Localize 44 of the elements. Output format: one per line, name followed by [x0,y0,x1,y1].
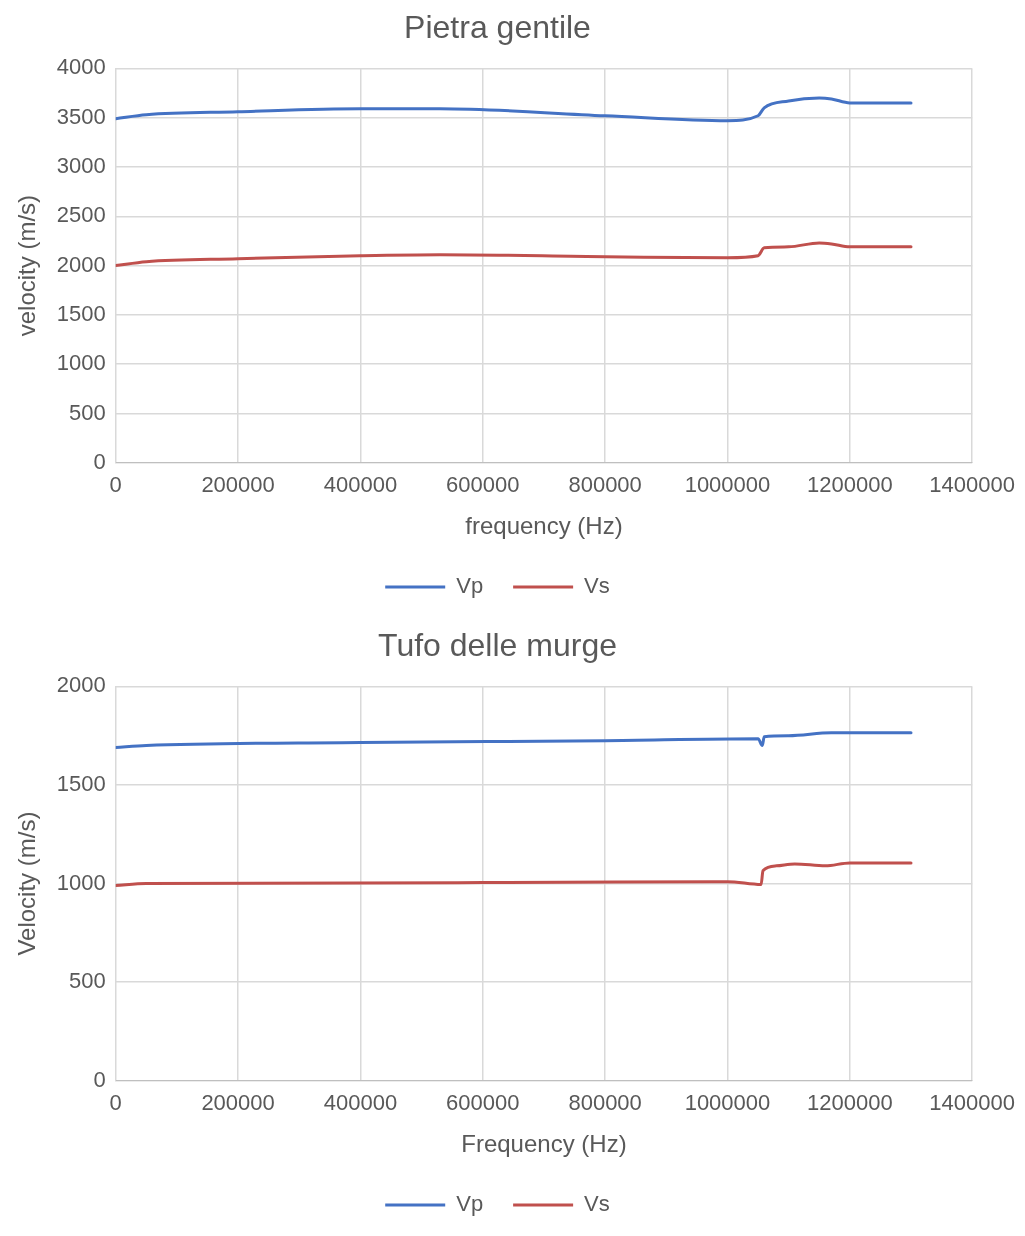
y-tick-label: 0 [93,448,106,474]
x-tick-label: 1000000 [684,1090,771,1116]
legend-label: Vp [456,1191,484,1217]
x-tick-label: 1400000 [929,1090,1015,1116]
y-tick-label: 500 [69,968,106,994]
x-tick-label: 200000 [201,472,275,498]
y-tick-label: 3000 [56,153,106,179]
x-tick-label: 200000 [201,1090,275,1116]
y-axis-title: Velocity (m/s) [13,811,41,956]
y-tick-label: 3500 [56,103,106,129]
x-tick-label: 1000000 [684,472,771,498]
x-tick-label: 0 [109,472,122,498]
y-tick-label: 0 [93,1066,106,1092]
line-series [115,731,913,750]
x-tick-label: 600000 [446,472,520,498]
chart-title: Pietra gentile [404,9,591,46]
y-tick-label: 4000 [56,54,106,80]
chart-title: Tufo delle murge [378,627,617,664]
x-axis-title: Frequency (Hz) [461,1130,627,1158]
x-axis-title: frequency (Hz) [465,512,623,540]
line-series [115,241,913,268]
x-tick-label: 1200000 [807,1090,893,1116]
x-tick-label: 800000 [568,472,642,498]
line-series [115,96,913,123]
x-tick-label: 0 [109,1090,122,1116]
legend-label: Vs [584,573,610,599]
y-tick-label: 1000 [56,350,106,376]
x-tick-label: 400000 [323,472,398,498]
x-tick-label: 800000 [568,1090,642,1116]
legend-label: Vs [584,1191,610,1217]
x-tick-label: 1200000 [807,472,893,498]
y-tick-label: 2000 [56,251,106,277]
legend-label: Vp [456,573,484,599]
y-tick-label: 1000 [56,869,106,895]
y-tick-label: 1500 [56,300,106,326]
y-axis-title: velocity (m/s) [13,194,41,337]
y-tick-label: 2500 [56,202,106,228]
x-tick-label: 400000 [323,1090,398,1116]
x-tick-label: 1400000 [929,472,1015,498]
x-tick-label: 600000 [446,1090,520,1116]
y-tick-label: 2000 [56,672,106,698]
y-tick-label: 1500 [56,771,106,797]
line-series [115,861,913,888]
y-tick-label: 500 [69,399,106,425]
